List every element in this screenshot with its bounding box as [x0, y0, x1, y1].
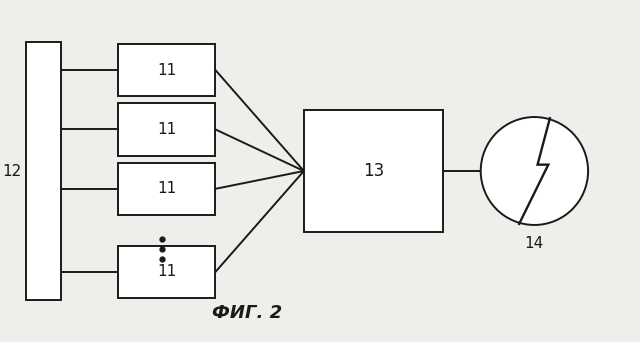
FancyBboxPatch shape — [118, 103, 216, 156]
Text: 11: 11 — [157, 264, 176, 279]
Text: 13: 13 — [363, 162, 384, 180]
Text: 12: 12 — [3, 163, 22, 179]
FancyBboxPatch shape — [118, 162, 216, 215]
FancyBboxPatch shape — [304, 110, 443, 232]
Text: 11: 11 — [157, 63, 176, 78]
Text: 14: 14 — [525, 236, 544, 251]
FancyBboxPatch shape — [118, 44, 216, 96]
Ellipse shape — [481, 117, 588, 225]
Text: 11: 11 — [157, 122, 176, 137]
Text: 11: 11 — [157, 181, 176, 196]
FancyBboxPatch shape — [26, 42, 61, 300]
Text: ФИГ. 2: ФИГ. 2 — [212, 304, 282, 322]
FancyBboxPatch shape — [118, 246, 216, 298]
